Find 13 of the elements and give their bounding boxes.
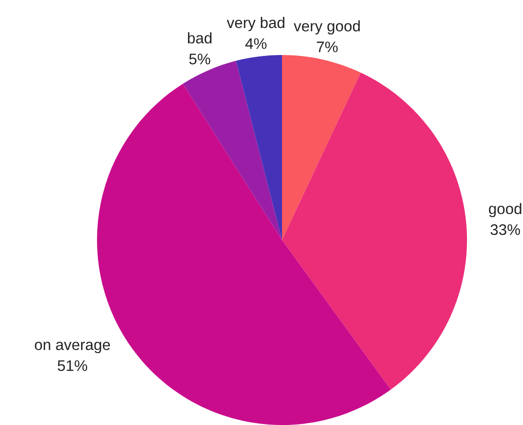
slice-label: very bad	[226, 16, 284, 32]
pie-slice	[236, 55, 282, 240]
slice-label: very good	[294, 20, 360, 34]
pie-slice	[282, 72, 467, 390]
data-label: 4%	[245, 38, 267, 49]
slice-label: good	[488, 202, 522, 218]
slice-label: on average	[34, 342, 110, 354]
pie-slice	[282, 55, 361, 240]
data-label: 51%	[58, 360, 88, 372]
data-label: 7%	[316, 42, 338, 52]
data-label: 5%	[189, 54, 210, 64]
data-label: 33%	[490, 224, 520, 236]
slice-label: bad	[188, 32, 212, 44]
